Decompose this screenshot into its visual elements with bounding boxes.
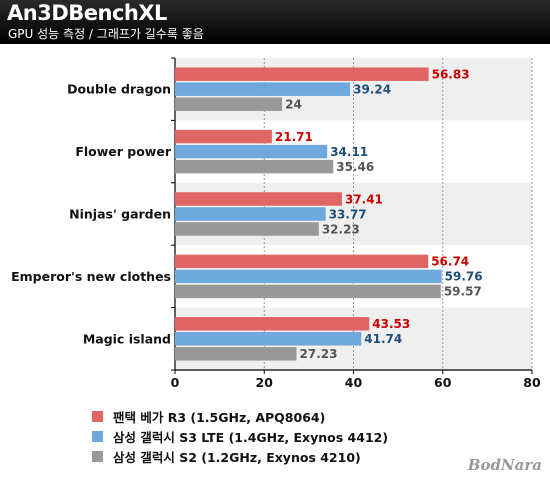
data-label: 37.41 (345, 192, 383, 206)
legend-swatch-series-1 (92, 410, 103, 422)
category-label: Emperor's new clothes (11, 269, 171, 284)
data-label: 43.53 (372, 317, 410, 331)
category-label: Flower power (75, 144, 172, 159)
category-label: Double dragon (67, 82, 171, 97)
legend-label-series-1: 팬택 베가 R3 (1.5GHz, APQ8064) (113, 409, 326, 425)
bar (175, 207, 326, 221)
bar (175, 97, 283, 111)
x-tick-label: 40 (345, 375, 363, 390)
chart-header: An3DBenchXL GPU 성능 측정 / 그래프가 길수록 좋음 (0, 0, 550, 44)
data-label: 59.57 (444, 285, 482, 299)
data-label: 24 (285, 97, 302, 111)
data-label: 59.76 (445, 270, 483, 284)
bar (175, 254, 429, 269)
data-label: 56.83 (432, 67, 470, 81)
data-label: 32.23 (322, 222, 360, 236)
x-tick-label: 60 (434, 375, 452, 390)
legend-item-series-1: 팬택 베가 R3 (1.5GHz, APQ8064) (92, 406, 388, 426)
bodnara-logo: BodNara (467, 456, 542, 474)
bar (175, 332, 362, 346)
x-tick-label: 0 (171, 375, 180, 390)
category-label: Magic island (83, 331, 171, 346)
category-label: Ninjas' garden (69, 207, 171, 222)
data-label: 27.23 (300, 347, 338, 361)
legend-swatch-series-2 (92, 430, 103, 442)
legend-label-series-2: 삼성 갤럭시 S3 LTE (1.4GHz, Exynos 4412) (113, 429, 389, 445)
chart-subtitle: GPU 성능 측정 / 그래프가 길수록 좋음 (8, 27, 204, 41)
bar (175, 129, 272, 144)
legend-item-series-2: 삼성 갤럭시 S3 LTE (1.4GHz, Exynos 4412) (92, 426, 388, 446)
bar (175, 347, 297, 361)
legend: 팬택 베가 R3 (1.5GHz, APQ8064) 삼성 갤럭시 S3 LTE… (92, 406, 388, 466)
bar (175, 82, 351, 96)
bar (175, 317, 370, 331)
data-label: 21.71 (275, 130, 313, 144)
data-label: 41.74 (364, 332, 402, 346)
x-tick-label: 80 (523, 375, 541, 390)
bar (175, 144, 328, 159)
bar (175, 284, 441, 299)
data-label: 33.77 (329, 207, 367, 221)
data-label: 56.74 (431, 255, 469, 269)
bar (175, 159, 334, 174)
data-label: 35.46 (336, 160, 374, 174)
legend-item-series-3: 삼성 갤럭시 S2 (1.2GHz, Exynos 4210) (92, 446, 388, 466)
bar (175, 192, 342, 206)
data-label: 39.24 (353, 82, 391, 96)
bar (175, 67, 429, 81)
x-tick-label: 20 (256, 375, 274, 390)
chart-title: An3DBenchXL (7, 1, 167, 25)
legend-swatch-series-3 (92, 450, 103, 462)
data-label: 34.11 (330, 145, 368, 159)
bar (175, 269, 442, 284)
bar-chart: 0 20 40 60 80 Double dragon 56.83 39.24 24 Flower… (11, 57, 541, 390)
bar (175, 222, 319, 236)
legend-label-series-3: 삼성 갤럭시 S2 (1.2GHz, Exynos 4210) (113, 449, 361, 465)
